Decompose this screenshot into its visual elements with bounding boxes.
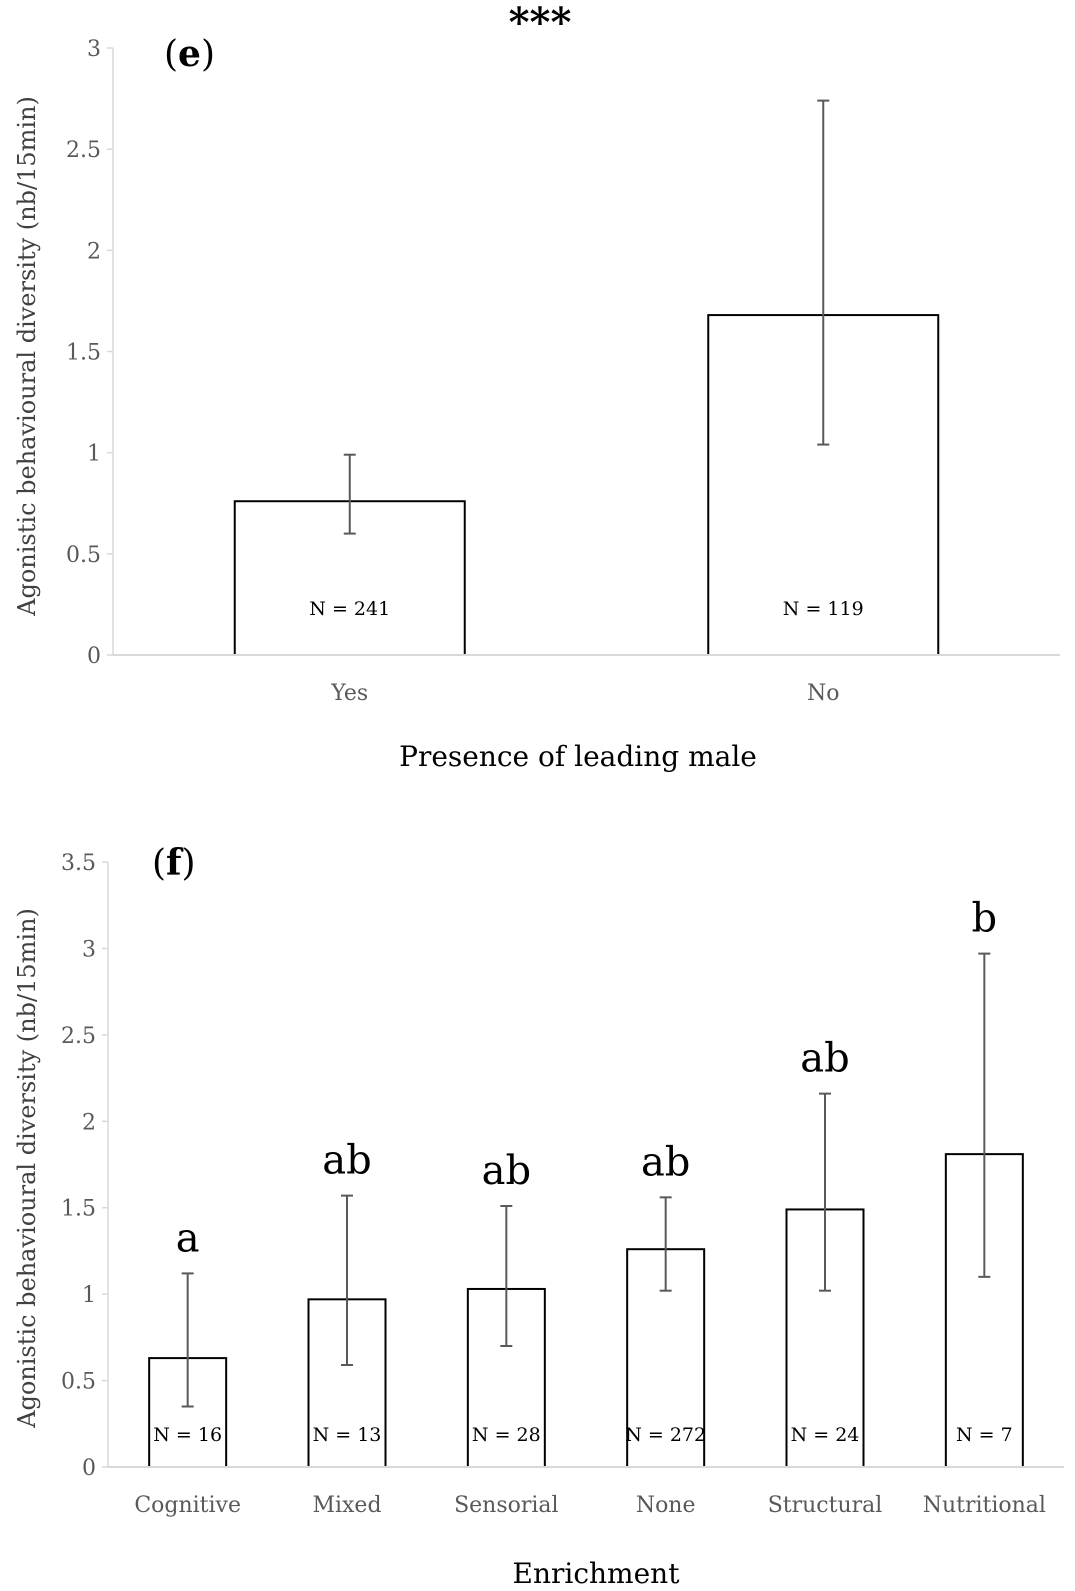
n-label: N = 16 (153, 1424, 222, 1446)
y-tick-label: 1 (82, 1283, 96, 1308)
panel-e-x-axis-label: Presence of leading male (399, 740, 757, 773)
n-label: N = 241 (309, 598, 390, 620)
panel-e-letter: e (178, 33, 201, 75)
bar-sensorial (466, 1287, 546, 1469)
category-label-nutritional: Nutritional (923, 1493, 1046, 1518)
panel-e-axes: 0 0.5 1 1.5 2 2.5 3 (66, 37, 1060, 669)
category-label-cognitive: Cognitive (134, 1493, 241, 1518)
panel-e-label: (e) (164, 33, 215, 75)
n-label: N = 119 (783, 598, 864, 620)
category-label-no: No (807, 681, 840, 706)
y-tick-label: 1.5 (66, 341, 101, 366)
y-tick-label: 0.5 (66, 543, 101, 568)
y-tick-label: 2 (87, 239, 101, 264)
y-tick-label: 2.5 (61, 1024, 96, 1049)
y-tick-label: 2 (82, 1110, 96, 1135)
y-tick-label: 2.5 (66, 138, 101, 163)
y-tick-label: 3.5 (61, 851, 96, 876)
panel-f-label: (f) (152, 842, 196, 884)
panel-f-marks: N = 16 Cognitive a N = 13 Mixed ab N = 28 Senso… (134, 896, 1046, 1518)
category-label-yes: Yes (330, 681, 368, 706)
group-letter: b (972, 896, 998, 942)
category-label-mixed: Mixed (312, 1493, 381, 1518)
panel-f-y-axis-label: Agonistic behavioural diversity (nb/15mi… (13, 908, 41, 1429)
panel-e-significance: *** (509, 0, 572, 46)
y-tick-label: 0 (82, 1456, 96, 1481)
group-letter: ab (322, 1138, 371, 1184)
n-label: N = 28 (472, 1424, 541, 1446)
category-label-structural: Structural (768, 1493, 883, 1518)
y-tick-label: 3 (87, 37, 101, 62)
category-label-none: None (636, 1493, 696, 1518)
group-letter: a (176, 1215, 200, 1261)
panel-e-marks: N = 241 Yes N = 119 No (233, 99, 940, 706)
n-label: N = 7 (956, 1424, 1013, 1446)
panel-e-y-axis-label: Agonistic behavioural diversity (nb/15mi… (13, 96, 41, 617)
y-tick-label: 1.5 (61, 1197, 96, 1222)
n-label: N = 272 (625, 1424, 706, 1446)
panel-f-x-axis-label: Enrichment (513, 1557, 681, 1590)
panel-f-axes: 0 0.5 1 1.5 2 2.5 3 3.5 (61, 851, 1064, 1481)
panel-e-chart: N = 241 Yes N = 119 No (e) *** Presence of … (13, 0, 1060, 773)
y-tick-label: 3 (82, 937, 96, 962)
panel-f-letter: f (166, 842, 184, 884)
group-letter: ab (641, 1139, 690, 1185)
y-tick-label: 0.5 (61, 1370, 96, 1395)
category-label-sensorial: Sensorial (454, 1493, 559, 1518)
group-letter: ab (482, 1148, 531, 1194)
group-letter: ab (800, 1036, 849, 1082)
n-label: N = 13 (313, 1424, 382, 1446)
n-label: N = 24 (791, 1424, 860, 1446)
panel-f-chart: N = 16 Cognitive a N = 13 Mixed ab N = 28 Senso… (13, 842, 1064, 1590)
y-tick-label: 1 (87, 442, 101, 467)
y-tick-label: 0 (87, 644, 101, 669)
